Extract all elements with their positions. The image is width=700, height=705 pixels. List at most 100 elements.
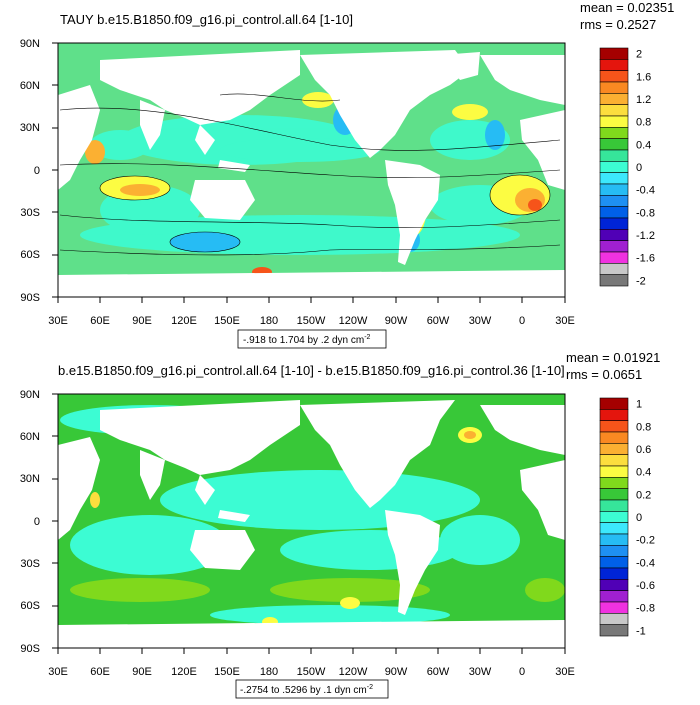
colorbar-cell bbox=[599, 93, 629, 105]
y-tick-label: 30S bbox=[20, 207, 40, 219]
colorbar-cell bbox=[599, 477, 629, 489]
colorbar-cell bbox=[599, 545, 629, 557]
x-tick-label: 60W bbox=[427, 315, 450, 327]
x-tick-label: 150W bbox=[297, 666, 326, 678]
colorbar-cell bbox=[599, 613, 629, 625]
colorbar-cell bbox=[599, 81, 629, 94]
field-pale-regions bbox=[70, 578, 565, 602]
land-masses bbox=[58, 400, 565, 648]
colorbar-cell bbox=[599, 511, 629, 523]
colorbar-label: -0.4 bbox=[636, 185, 655, 197]
y-tick-label: 90N bbox=[20, 38, 40, 50]
x-tick-label: 90W bbox=[385, 315, 408, 327]
x-tick-label: 30W bbox=[469, 666, 492, 678]
y-tick-label: 30S bbox=[20, 558, 40, 570]
x-tick-label: 90W bbox=[385, 666, 408, 678]
colorbar-cell bbox=[599, 567, 629, 580]
y-tick-label: 0 bbox=[34, 165, 40, 177]
range-note-text: -.918 to 1.704 by .2 dyn cm bbox=[243, 335, 364, 346]
colorbar-cell bbox=[599, 556, 629, 569]
field-cyan-regions bbox=[80, 115, 530, 255]
panel-2-colorbar: 1 0.8 0.6 0.4 0.2 0 -0.2 -0.4 -0.6 -0.8 -1 bbox=[599, 397, 655, 637]
colorbar-cell bbox=[599, 172, 629, 185]
colorbar-cell bbox=[599, 149, 629, 162]
panel-2-range-box: -.2754 to .5296 by .1 dyn cm-2 bbox=[235, 679, 389, 699]
land-masses bbox=[58, 50, 565, 297]
colorbar-cell bbox=[599, 533, 629, 546]
colorbar-cell bbox=[599, 195, 629, 207]
y-tick-label: 60N bbox=[20, 80, 40, 92]
panel-1-colorbar: 2 1.6 1.2 0.8 0.4 0 -0.4 -0.8 -1.2 -1.6 -2 bbox=[599, 47, 655, 287]
panel-1-mean: mean = 0.02351 bbox=[580, 0, 674, 15]
colorbar-cell bbox=[599, 579, 629, 591]
x-tick-label: 30E bbox=[555, 315, 575, 327]
colorbar-label: -0.2 bbox=[636, 535, 655, 547]
range-note-sup: -2 bbox=[364, 334, 370, 341]
x-tick-label: 60E bbox=[90, 315, 110, 327]
colorbar-label: -0.4 bbox=[636, 557, 655, 569]
panel-1-map bbox=[58, 43, 565, 297]
y-tick-label: 90N bbox=[20, 389, 40, 401]
colorbar-cell bbox=[599, 183, 629, 196]
panel-2-rms: rms = 0.0651 bbox=[566, 367, 642, 382]
x-tick-label: 150E bbox=[214, 666, 240, 678]
y-tick-label: 60S bbox=[20, 249, 40, 261]
colorbar-label: 0 bbox=[636, 512, 642, 524]
range-note-sup: -2 bbox=[367, 684, 373, 691]
x-tick-label: 60W bbox=[427, 666, 450, 678]
colorbar-cell bbox=[599, 624, 629, 637]
y-tick-label: 90S bbox=[20, 292, 40, 304]
colorbar-cell bbox=[599, 431, 629, 444]
colorbar-cell bbox=[599, 59, 629, 71]
colorbar-cell bbox=[599, 420, 629, 433]
colorbar-label: 1.6 bbox=[636, 71, 651, 83]
y-tick-label: 30N bbox=[20, 473, 40, 485]
panel-2-title: b.e15.B1850.f09_g16.pi_control.all.64 [1… bbox=[58, 363, 565, 378]
x-tick-label: 30W bbox=[469, 315, 492, 327]
colorbar-label: 0.2 bbox=[636, 489, 651, 501]
colorbar-cell bbox=[599, 127, 629, 139]
colorbar-label: -0.8 bbox=[636, 603, 655, 615]
colorbar-cell bbox=[599, 443, 629, 455]
colorbar-label: -1.2 bbox=[636, 230, 655, 242]
colorbar-cell bbox=[599, 161, 629, 173]
x-tick-label: 150W bbox=[297, 315, 326, 327]
panel-2: b.e15.B1850.f09_g16.pi_control.all.64 [1… bbox=[20, 350, 660, 699]
x-tick-label: 180 bbox=[260, 315, 278, 327]
x-tick-label: 30E bbox=[48, 666, 68, 678]
colorbar-label: -0.6 bbox=[636, 580, 655, 592]
colorbar-label: -2 bbox=[636, 275, 646, 287]
colorbar-cell bbox=[599, 488, 629, 501]
colorbar-cell bbox=[599, 590, 629, 603]
x-tick-label: 30E bbox=[555, 666, 575, 678]
x-tick-label: 120W bbox=[339, 315, 368, 327]
x-tick-label: 30E bbox=[48, 315, 68, 327]
colorbar-cell bbox=[599, 47, 629, 60]
colorbar-label: 0.6 bbox=[636, 444, 651, 456]
colorbar-label: 1 bbox=[636, 399, 642, 411]
colorbar-cell bbox=[599, 240, 629, 253]
x-tick-label: 120E bbox=[171, 315, 197, 327]
colorbar-label: 1.2 bbox=[636, 94, 651, 106]
y-tick-label: 0 bbox=[34, 516, 40, 528]
x-tick-label: 90E bbox=[132, 666, 152, 678]
panel-1-y-ticks: 90N 60N 30N 0 30S 60S 90S bbox=[20, 38, 40, 304]
x-tick-label: 120W bbox=[339, 666, 368, 678]
y-tick-label: 60N bbox=[20, 431, 40, 443]
x-tick-label: 180 bbox=[260, 666, 278, 678]
colorbar-label: 2 bbox=[636, 49, 642, 61]
x-tick-label: 90E bbox=[132, 315, 152, 327]
panel-1-range-box: -.918 to 1.704 by .2 dyn cm-2 bbox=[237, 329, 387, 349]
colorbar-cell bbox=[599, 465, 629, 478]
colorbar-label: -1.6 bbox=[636, 253, 655, 265]
colorbar-cell bbox=[599, 263, 629, 275]
y-tick-label: 30N bbox=[20, 122, 40, 134]
panel-2-mean: mean = 0.01921 bbox=[566, 350, 660, 365]
panel-1-title: TAUY b.e15.B1850.f09_g16.pi_control.all.… bbox=[60, 12, 353, 27]
colorbar-label: -1 bbox=[636, 625, 646, 637]
colorbar-cell bbox=[599, 206, 629, 219]
colorbar-cell bbox=[599, 229, 629, 241]
range-note-text: -.2754 to .5296 by .1 dyn cm bbox=[240, 685, 367, 696]
panel-2-x-ticks: 30E 60E 90E 120E 150E 180 150W 120W 90W … bbox=[48, 666, 575, 678]
